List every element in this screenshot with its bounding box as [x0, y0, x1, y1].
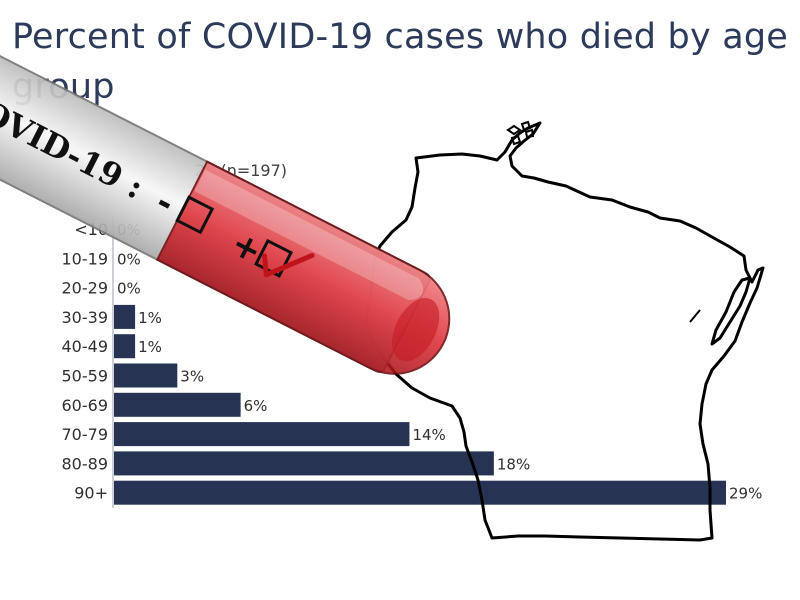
category-label: 50-59 — [62, 367, 109, 386]
value-label: 18% — [497, 455, 530, 473]
value-label: 0% — [117, 280, 141, 298]
category-label: 10-19 — [62, 249, 109, 268]
bar — [114, 304, 136, 329]
bar — [114, 422, 410, 447]
chart-subtitle-fragment: 20 (n=197) — [195, 161, 287, 180]
category-label: 70-79 — [62, 425, 109, 444]
value-label: 1% — [138, 309, 162, 327]
bar — [114, 451, 494, 476]
bar — [114, 392, 241, 417]
category-label: 80-89 — [62, 454, 109, 473]
category-label: 90+ — [74, 484, 108, 503]
value-label: 29% — [729, 485, 762, 503]
category-label: 30-39 — [62, 308, 109, 327]
category-label: <10 — [74, 220, 108, 239]
category-label: 40-49 — [62, 337, 109, 356]
bar — [114, 363, 178, 388]
category-label: 20-29 — [62, 279, 109, 298]
value-label: 0% — [117, 250, 141, 268]
value-label: 0% — [117, 221, 141, 239]
category-label: 60-69 — [62, 396, 109, 415]
value-label: 6% — [244, 397, 268, 415]
value-label: 1% — [138, 338, 162, 356]
bar — [114, 334, 136, 359]
value-label: 14% — [412, 426, 445, 444]
bar — [114, 480, 726, 505]
value-label: 3% — [180, 368, 204, 386]
